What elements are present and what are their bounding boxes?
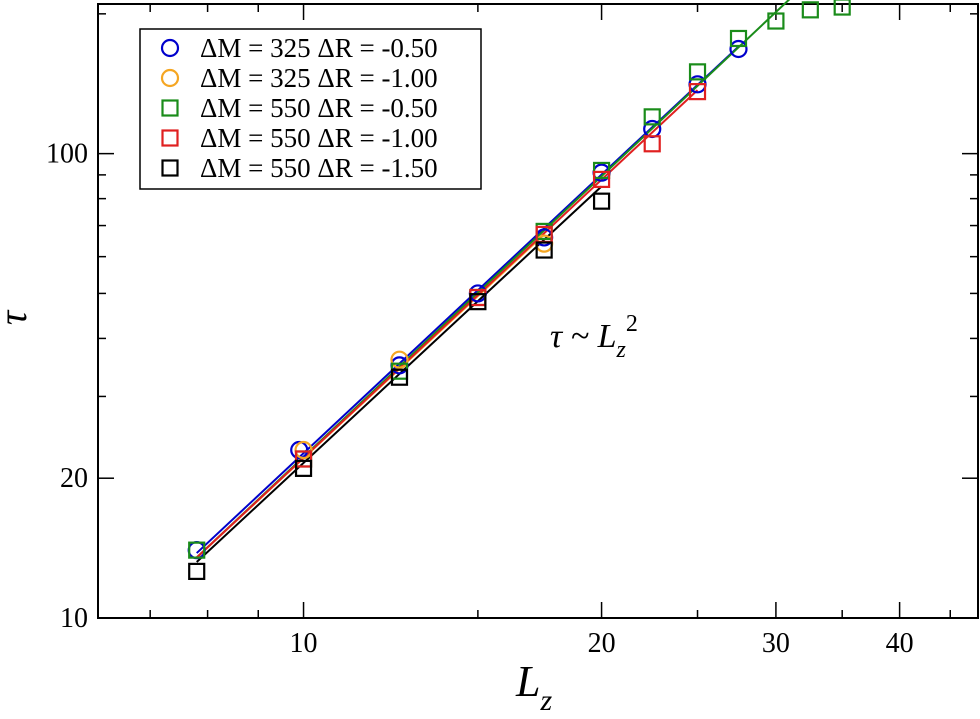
y-tick-label: 20 bbox=[60, 463, 88, 494]
legend-label: ΔM = 325 ΔR = -0.50 bbox=[200, 33, 438, 63]
x-axis-label: Lz bbox=[515, 657, 552, 717]
data-point bbox=[294, 459, 313, 477]
data-point bbox=[801, 1, 819, 19]
x-axis: 10 20 30 40 bbox=[149, 4, 952, 659]
x-tick-label: 20 bbox=[588, 628, 616, 659]
legend-label: ΔM = 550 ΔR = -0.50 bbox=[200, 93, 438, 123]
x-tick-label: 10 bbox=[290, 628, 318, 659]
fit-line bbox=[196, 89, 699, 559]
x-axis-label-main: L bbox=[515, 657, 540, 706]
data-point bbox=[592, 192, 611, 210]
data-point bbox=[688, 63, 707, 81]
data-point bbox=[688, 83, 707, 101]
legend-marker bbox=[160, 38, 180, 58]
legend-marker bbox=[161, 159, 179, 177]
data-point bbox=[643, 108, 661, 126]
legend-label: ΔM = 550 ΔR = -1.50 bbox=[200, 153, 438, 183]
data-point bbox=[469, 293, 487, 311]
data-point bbox=[188, 541, 206, 559]
y-tick-label: 100 bbox=[46, 139, 88, 170]
data-point bbox=[187, 541, 206, 560]
data-point bbox=[729, 39, 748, 59]
data-point bbox=[729, 29, 748, 48]
data-markers bbox=[187, 0, 851, 580]
legend-marker bbox=[161, 99, 179, 117]
x-tick-label: 30 bbox=[762, 628, 790, 659]
annotation-main: τ ~ L bbox=[550, 318, 616, 355]
data-point bbox=[643, 135, 661, 153]
annotation-sup: 2 bbox=[626, 311, 638, 337]
annotation: τ ~ Lz2 bbox=[550, 311, 638, 363]
x-tick-label: 40 bbox=[886, 628, 914, 659]
x-axis-label-sub: z bbox=[539, 684, 552, 717]
y-axis-label: τ bbox=[0, 309, 35, 325]
legend-label: ΔM = 325 ΔR = -1.00 bbox=[200, 63, 438, 93]
legend-marker bbox=[161, 129, 179, 147]
data-point bbox=[535, 241, 553, 259]
legend-box bbox=[139, 28, 482, 190]
annotation-sub: z bbox=[615, 337, 626, 363]
data-point bbox=[390, 368, 409, 386]
data-point bbox=[390, 350, 409, 369]
data-point bbox=[294, 440, 313, 460]
data-point bbox=[767, 12, 785, 30]
plot-frame bbox=[97, 3, 979, 619]
data-point bbox=[592, 161, 611, 180]
y-tick-label: 10 bbox=[60, 603, 88, 634]
data-point bbox=[188, 562, 206, 580]
data-point bbox=[833, 0, 851, 16]
data-point bbox=[592, 170, 611, 189]
legend-label: ΔM = 550 ΔR = -1.00 bbox=[200, 123, 438, 153]
data-point bbox=[294, 450, 313, 468]
y-axis: 10 20 100 bbox=[46, 13, 978, 634]
legend-marker bbox=[160, 68, 180, 88]
